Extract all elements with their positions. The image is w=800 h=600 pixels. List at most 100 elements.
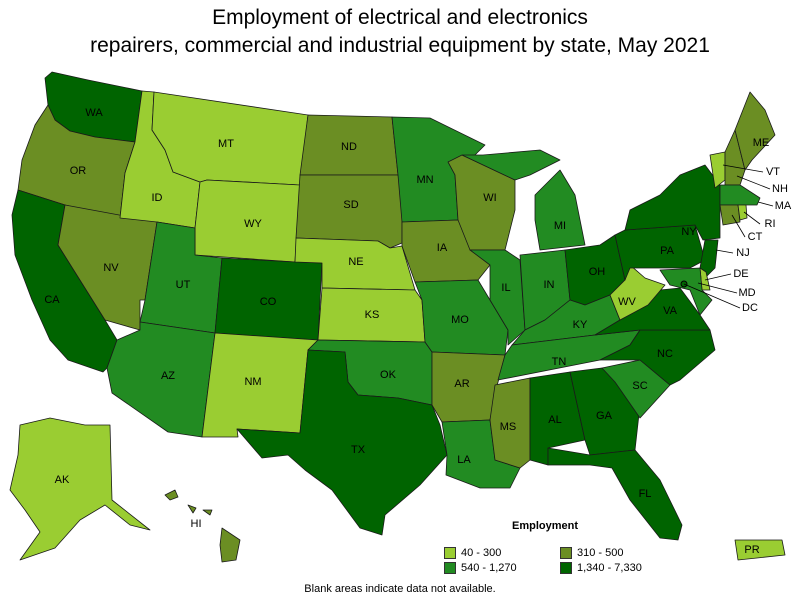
leader-line <box>704 273 732 281</box>
state-label-fl: FL <box>639 488 652 500</box>
legend-item-2: 310 - 500 <box>560 547 623 559</box>
legend-swatch-2 <box>560 547 572 559</box>
state-mi <box>461 149 586 251</box>
state-ak <box>9 417 151 561</box>
state-label-or: OR <box>70 165 87 177</box>
state-label-nh: NH <box>772 183 788 195</box>
map-title-line-2: repairers, commercial and industrial equ… <box>90 34 710 57</box>
state-label-in: IN <box>544 279 555 291</box>
state-label-ms: MS <box>500 421 517 433</box>
legend-swatch-3 <box>444 562 456 574</box>
leader-line <box>697 282 738 294</box>
state-label-ny: NY <box>681 226 697 238</box>
state-sc <box>601 359 671 419</box>
leader-line <box>715 249 734 254</box>
state-co <box>214 257 323 341</box>
leader-line <box>722 164 764 173</box>
state-label-vt: VT <box>766 166 780 178</box>
legend-swatch-1 <box>444 547 456 559</box>
state-label-me: ME <box>753 137 770 149</box>
state-label-pa: PA <box>660 245 675 257</box>
state-fl <box>547 447 683 541</box>
state-label-ma: MA <box>775 200 792 212</box>
state-ct <box>719 204 741 226</box>
legend-swatch-4 <box>560 562 572 574</box>
leader-lines <box>683 164 774 309</box>
state-ny <box>624 164 721 241</box>
state-label-wi: WI <box>483 192 496 204</box>
state-label-tx: TX <box>351 444 366 456</box>
leader-line <box>683 283 741 309</box>
leader-line <box>743 211 761 225</box>
state-label-oh: OH <box>589 266 606 278</box>
state-label-ga: GA <box>596 410 613 422</box>
state-label-ar: AR <box>454 378 469 390</box>
state-label-ia: IA <box>437 242 448 254</box>
state-label-la: LA <box>457 454 471 466</box>
state-label-wa: WA <box>85 107 103 119</box>
state-label-ut: UT <box>176 279 191 291</box>
state-label-az: AZ <box>161 370 175 382</box>
state-label-ct: CT <box>748 231 763 243</box>
map-title-line-1: Employment of electrical and electronics <box>212 6 588 29</box>
state-label-pr: PR <box>744 544 759 556</box>
state-label-ri: RI <box>765 218 776 230</box>
footnote: Blank areas indicate data not available. <box>304 583 496 595</box>
state-label-dc: DC <box>742 302 758 314</box>
state-label-mt: MT <box>218 138 234 150</box>
state-label-va: VA <box>663 305 678 317</box>
leader-line <box>757 201 774 207</box>
state-label-ne: NE <box>348 256 363 268</box>
state-label-sd: SD <box>343 199 358 211</box>
legend-title: Employment <box>512 520 579 532</box>
state-sd <box>295 174 403 249</box>
leader-line <box>736 175 771 190</box>
state-label-mi: MI <box>554 220 566 232</box>
leader-line <box>731 214 746 238</box>
labels-layer: WA OR CA NV ID MT WY UT CO AZ NM ND SD NE KS OK TX MN IA MO… <box>44 107 792 556</box>
state-label-al: AL <box>548 414 561 426</box>
states-layer <box>9 71 786 563</box>
legend-label-1: 40 - 300 <box>461 547 502 559</box>
state-label-wv: WV <box>618 296 636 308</box>
state-label-mn: MN <box>416 174 433 186</box>
legend-label-2: 310 - 500 <box>577 547 624 559</box>
map-title: Employment of electrical and electronics… <box>0 4 800 60</box>
state-label-ky: KY <box>573 319 588 331</box>
state-label-mo: MO <box>451 314 469 326</box>
state-me <box>734 91 776 171</box>
state-label-ok: OK <box>380 369 397 381</box>
state-label-md: MD <box>738 287 755 299</box>
state-label-id: ID <box>152 192 163 204</box>
state-label-de: DE <box>733 268 748 280</box>
state-label-hi: HI <box>191 518 202 530</box>
legend-item-1: 40 - 300 <box>444 547 501 559</box>
state-nh <box>724 129 746 186</box>
state-label-ak: AK <box>55 474 70 486</box>
state-label-nv: NV <box>103 262 119 274</box>
state-label-il: IL <box>501 282 510 294</box>
state-label-nj: NJ <box>736 247 749 259</box>
state-label-nm: NM <box>244 376 261 388</box>
state-md <box>659 267 713 316</box>
state-ma <box>719 184 761 206</box>
state-hi <box>164 489 241 563</box>
state-label-co: CO <box>260 296 277 308</box>
legend-item-4: 1,340 - 7,330 <box>560 562 642 574</box>
state-label-wy: WY <box>244 218 262 230</box>
state-nc <box>599 329 716 386</box>
legend-label-4: 1,340 - 7,330 <box>577 562 642 574</box>
state-pr <box>734 539 786 561</box>
state-label-nc: NC <box>657 348 673 360</box>
state-label-sc: SC <box>632 380 647 392</box>
legend-item-3: 540 - 1,270 <box>444 562 517 574</box>
state-label-ca: CA <box>44 294 60 306</box>
state-il <box>469 249 526 346</box>
legend-label-3: 540 - 1,270 <box>461 562 517 574</box>
state-tx <box>236 349 448 536</box>
state-ri <box>737 204 748 221</box>
state-label-tn: TN <box>552 356 567 368</box>
state-label-nd: ND <box>341 141 357 153</box>
state-nj <box>699 239 719 279</box>
